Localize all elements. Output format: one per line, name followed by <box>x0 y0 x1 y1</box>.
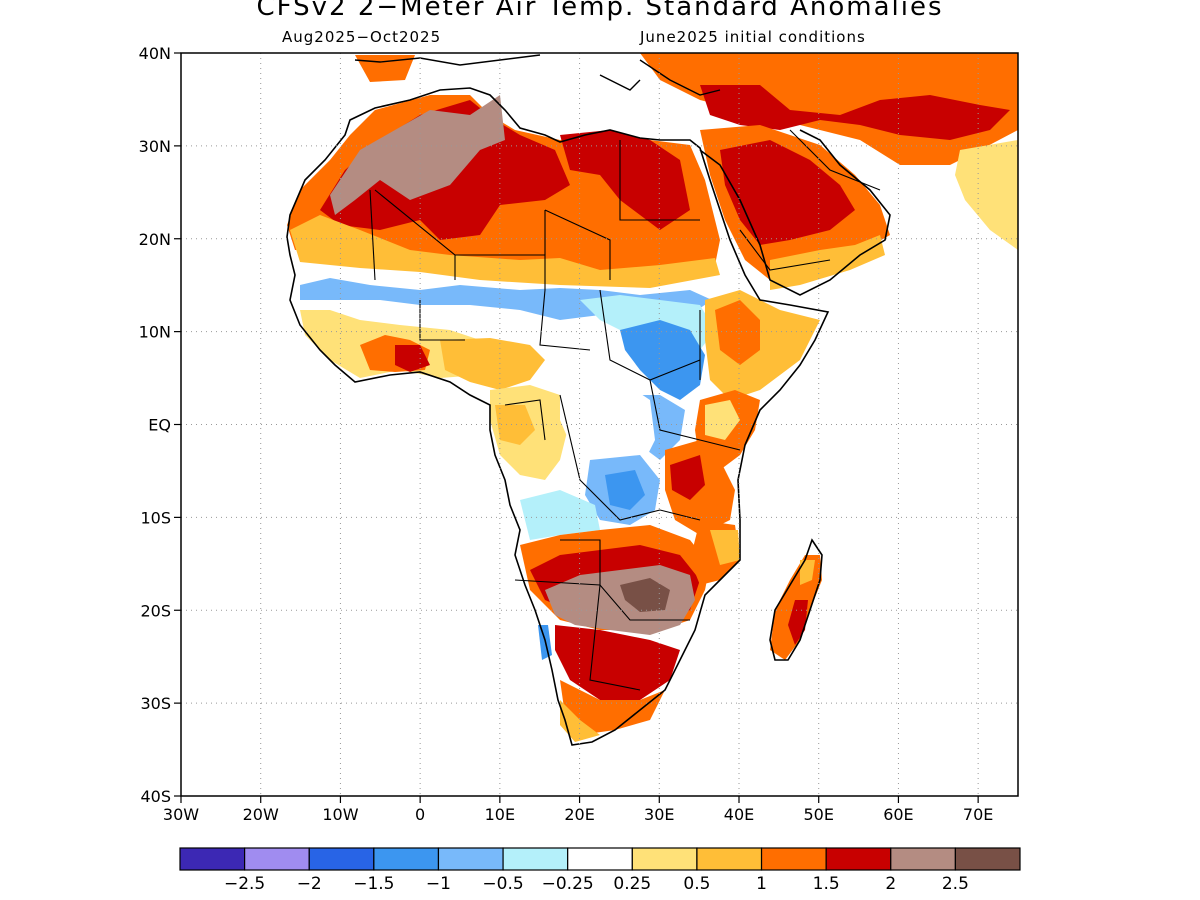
region-ghana-red <box>395 345 430 372</box>
colorbar-label: −0.25 <box>542 874 594 894</box>
colorbar-swatch <box>954 847 1021 871</box>
lon-tick-label: 10W <box>322 805 358 824</box>
colorbar-label: −1 <box>426 874 451 894</box>
region-ethiopia-orange <box>715 300 760 365</box>
map-plot-area <box>181 53 1018 796</box>
colorbar-swatch <box>437 847 504 871</box>
region-drc-white <box>560 380 655 475</box>
colorbar-swatch <box>890 847 956 871</box>
colorbar-swatch <box>502 847 569 871</box>
mediterranean-coastline <box>354 54 721 96</box>
region-mozambique-yellow <box>710 530 740 565</box>
lon-tick-label: 20W <box>243 805 279 824</box>
lat-tick-label: EQ <box>148 416 171 435</box>
lon-tick-label: 10E <box>485 805 515 824</box>
region-india-yellow <box>955 140 1018 250</box>
region-kenya-yellow <box>705 400 740 440</box>
lon-tick-label: 70E <box>963 805 993 824</box>
region-middle-east-red <box>700 85 1010 140</box>
colorbar-label: 2 <box>885 874 896 894</box>
lat-tick-label: 10S <box>140 508 171 527</box>
lon-tick-label: 60E <box>883 805 913 824</box>
lon-tick-label: 30W <box>163 805 199 824</box>
region-south-africa-red <box>555 625 680 700</box>
colorbar-swatch <box>696 847 763 871</box>
lat-tick-label: 40S <box>140 787 171 806</box>
lat-tick-label: 40N <box>139 44 171 63</box>
longitude-axis: 30W 20W 10W 0 10E 20E 30E 40E 50E 60E 70E <box>163 796 993 824</box>
lon-tick-label: 30E <box>644 805 674 824</box>
region-tanzania-red <box>670 455 705 500</box>
region-arabia-red <box>720 140 855 245</box>
lon-tick-label: 0 <box>415 805 425 824</box>
colorbar-swatch <box>567 847 633 871</box>
colorbar-label: −2 <box>297 874 322 894</box>
region-madagascar-yellow <box>800 560 815 585</box>
colorbar-swatch <box>631 847 698 871</box>
africa-coastline <box>286 87 830 746</box>
region-angola-north-cyan <box>520 490 600 540</box>
region-drc-south-deepblue <box>605 470 645 510</box>
region-south-africa-orange <box>560 680 665 735</box>
colorbar-label: 0.5 <box>683 874 710 894</box>
latitude-axis: 40N 30N 20N 10N EQ 10S 20S 30S 40S <box>139 44 181 806</box>
lon-tick-label: 40E <box>724 805 754 824</box>
arabia-coastline <box>699 129 891 296</box>
forecast-period-label: Aug2025−Oct2025 <box>282 28 442 46</box>
colorbar-label: −0.5 <box>482 874 523 894</box>
colorbar-swatch <box>373 847 440 871</box>
colorbar-label: 1 <box>756 874 767 894</box>
lat-tick-label: 20N <box>139 230 171 249</box>
lat-tick-label: 30N <box>139 137 171 156</box>
colorbar-swatch <box>760 847 827 871</box>
colorbar-label: 1.5 <box>813 874 840 894</box>
colorbar-swatch <box>179 847 246 871</box>
colorbar-label: 2.5 <box>942 874 969 894</box>
lat-tick-label: 20S <box>140 601 171 620</box>
region-nigeria-yellow <box>440 338 545 390</box>
region-gabon-orange <box>495 405 535 445</box>
region-arabia-yellow <box>770 235 885 290</box>
lat-tick-label: 30S <box>140 694 171 713</box>
country-borders <box>369 129 881 691</box>
map-title: CFSv2 2−Meter Air Temp. Standard Anomali… <box>256 0 944 22</box>
madagascar-coastline <box>769 538 823 661</box>
region-madagascar-red <box>788 600 808 645</box>
colorbar-swatch <box>244 847 310 871</box>
colorbar-label: −1.5 <box>353 874 394 894</box>
lon-tick-label: 50E <box>803 805 833 824</box>
initial-conditions-label: June2025 initial conditions <box>640 28 866 46</box>
region-south-sudan-blue <box>620 320 705 400</box>
colorbar-label: −2.5 <box>224 874 265 894</box>
region-sahara-red-east <box>560 130 690 230</box>
region-zimbabwe-darkbrown <box>620 578 670 612</box>
lon-tick-label: 20E <box>564 805 594 824</box>
colorbar: −2.5 −2 −1.5 −1 −0.5 −0.25 0.25 0.5 1 1.5 2 2.5 <box>179 847 1021 894</box>
region-sahara-brown <box>330 95 505 215</box>
colorbar-label: 0.25 <box>613 874 651 894</box>
region-west-coast-yellow <box>290 215 720 288</box>
region-cape-yellow <box>560 700 600 742</box>
colorbar-swatch <box>308 847 375 871</box>
colorbar-swatch <box>825 847 892 871</box>
lat-tick-label: 10N <box>139 323 171 342</box>
